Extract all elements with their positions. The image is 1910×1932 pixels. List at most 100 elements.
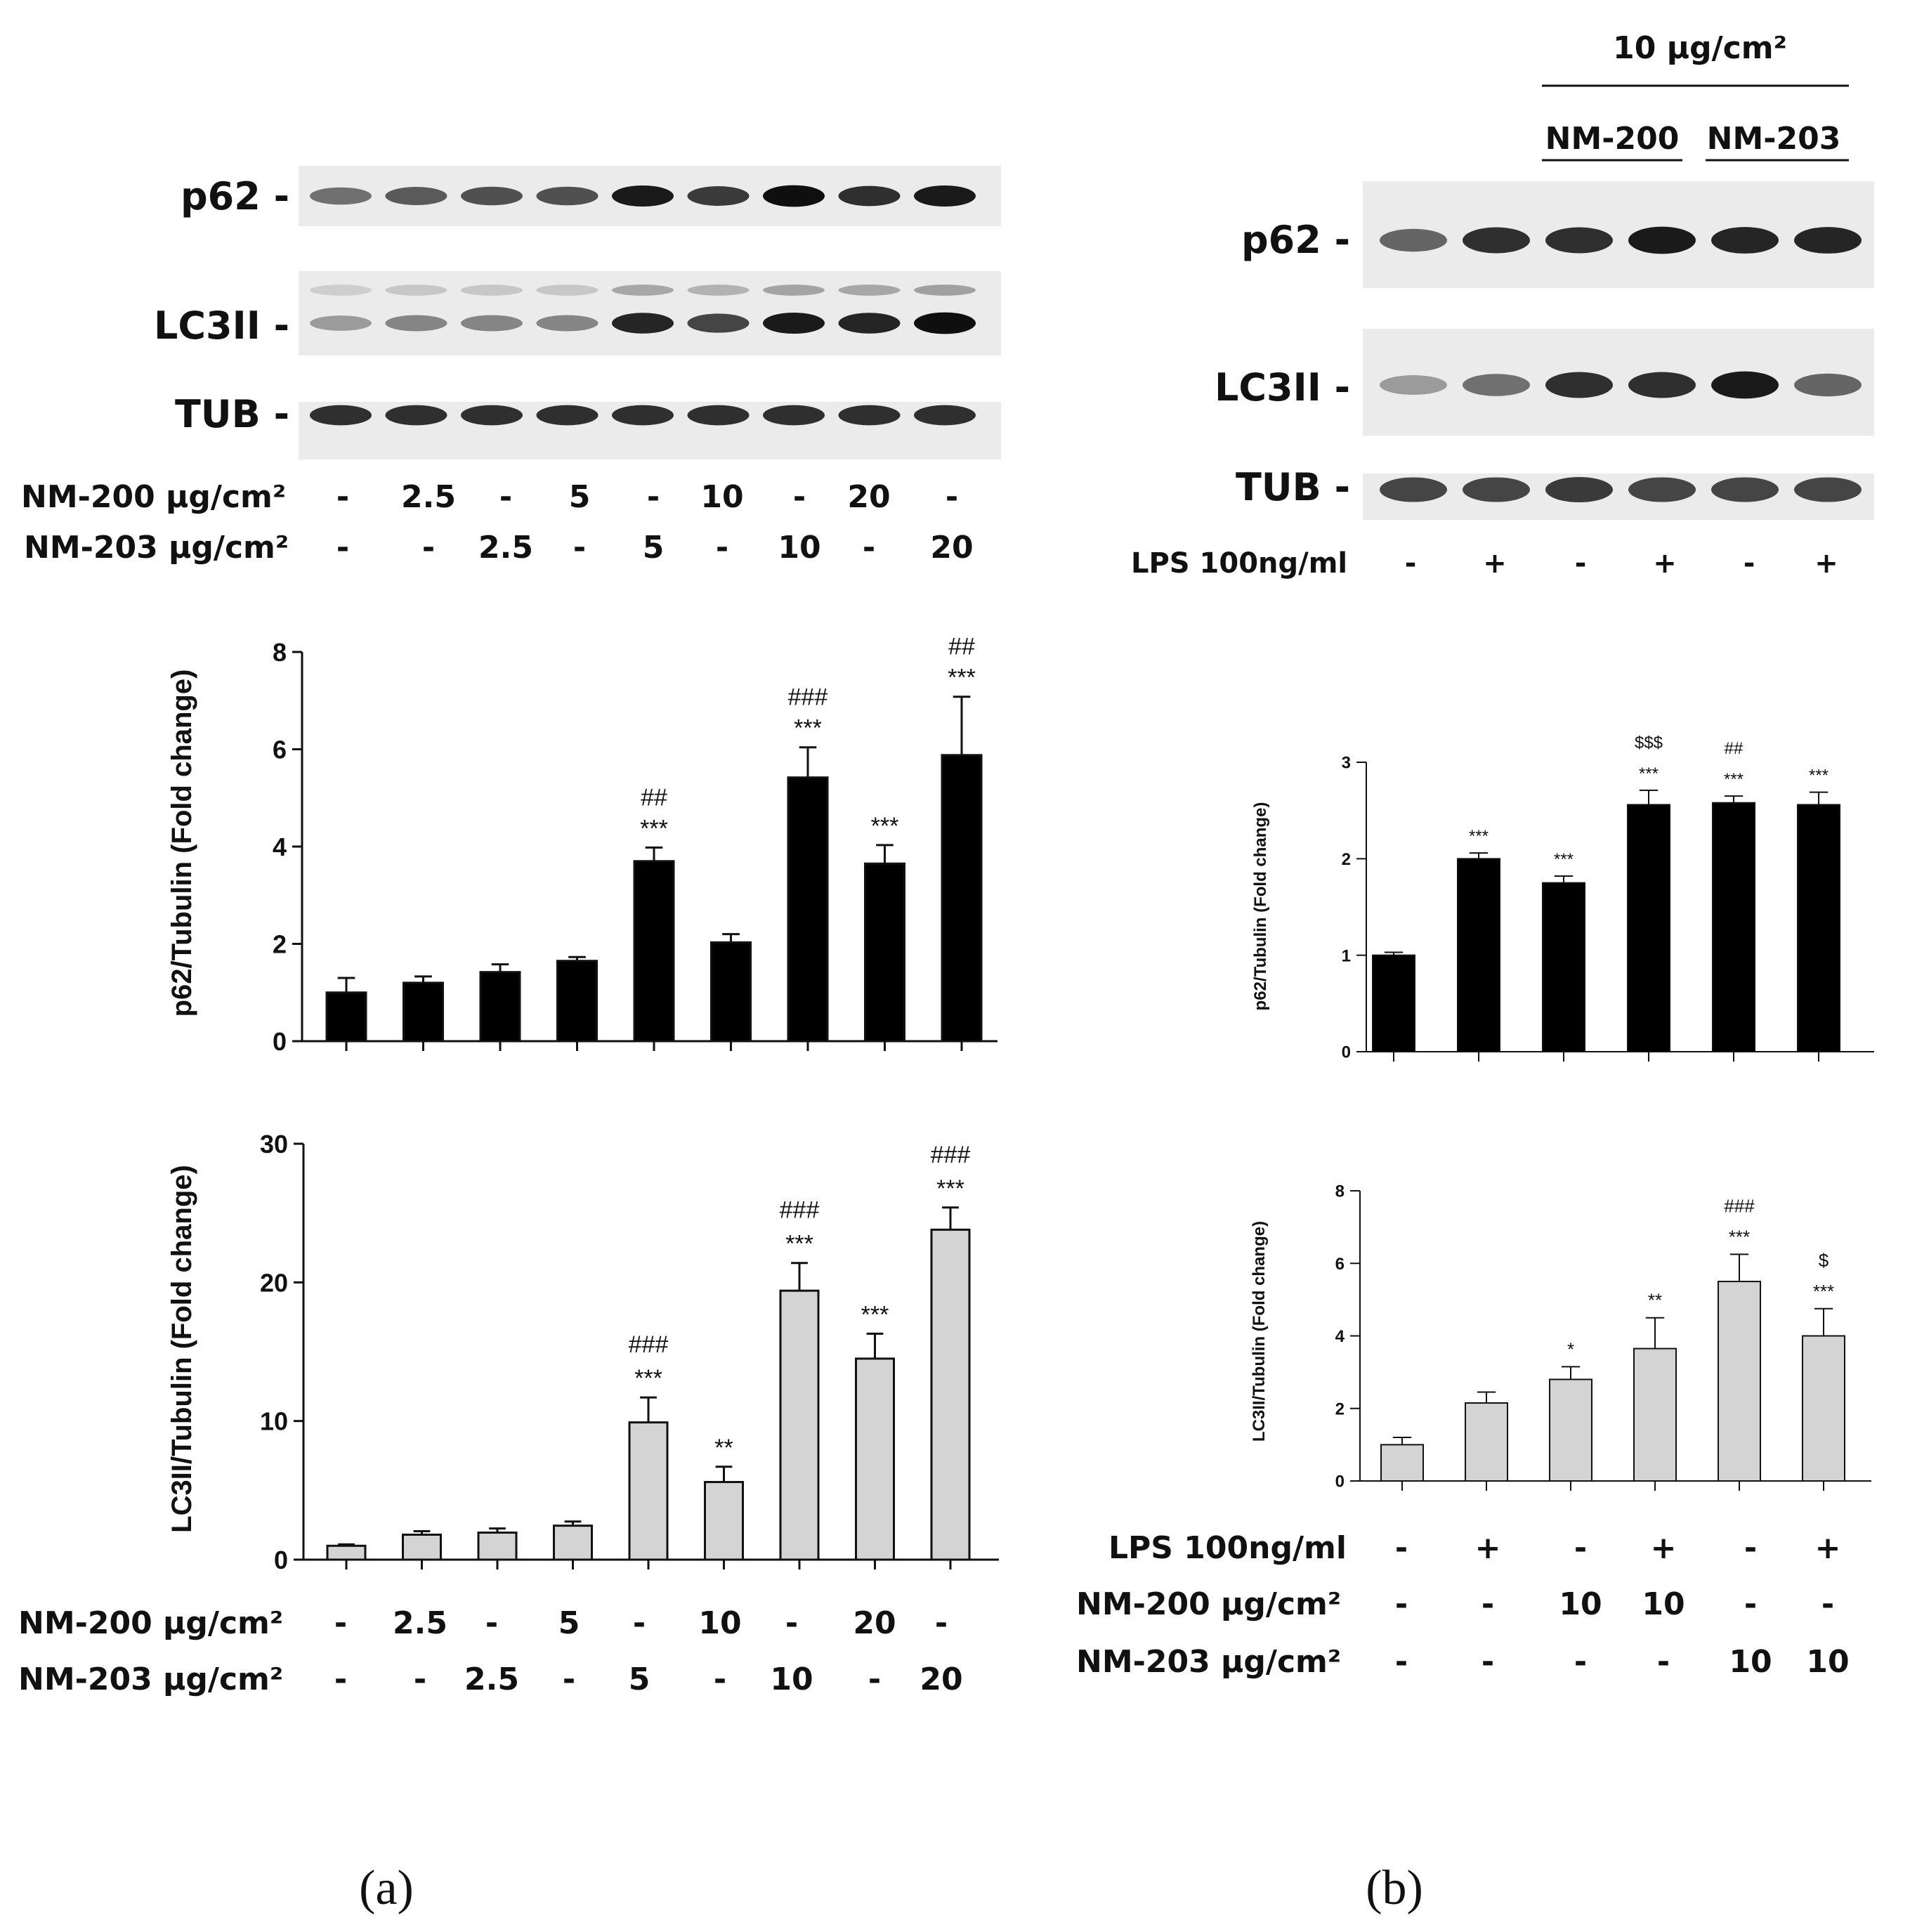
blot-band: [1711, 371, 1779, 399]
blot-band-faint: [612, 285, 674, 296]
blot-band-faint: [687, 285, 750, 296]
chart-b-cond-label-nm203: NM-203 μg/cm²: [1076, 1644, 1341, 1680]
blot-a-condition-values: - 2.5 - 5 - 10 - 20 - - - 2.5 - 5 - 10 - 20: [336, 479, 974, 566]
condition-value: -: [1395, 1530, 1408, 1566]
y-tick-label: 8: [1335, 1182, 1345, 1201]
y-tick-label: 2: [1342, 850, 1351, 869]
blot-band: [1711, 227, 1779, 254]
condition-value: -: [1575, 547, 1587, 580]
condition-value: 10: [1642, 1586, 1685, 1622]
chart-a-lc3ii-ylabel: LC3II/Tubulin (Fold change): [166, 1165, 197, 1533]
blot-band: [1794, 477, 1862, 502]
blot-band: [461, 315, 523, 332]
blot-a-cond-label-nm203: NM-203 μg/cm²: [24, 530, 289, 566]
bar: [1797, 804, 1840, 1052]
blot-a-label-lc3ii: LC3II -: [154, 303, 289, 348]
panel-b-group-nm203: NM-203: [1707, 121, 1841, 157]
blot-band: [1545, 372, 1613, 398]
significance-label: ###: [931, 1142, 971, 1168]
chart-b-lc3ii-ylabel: LC3II/Tubulin (Fold change): [1250, 1221, 1269, 1442]
bar: [402, 1533, 442, 1561]
blot-band: [687, 405, 750, 426]
blot-membrane: [1363, 329, 1874, 436]
blot-band: [763, 185, 825, 207]
blot-band: [461, 186, 523, 206]
condition-value: 2.5: [401, 479, 456, 515]
blot-b-label-lc3ii: LC3II -: [1215, 365, 1350, 410]
significance-label: $: [1819, 1250, 1829, 1271]
significance-label: ***: [1729, 1226, 1750, 1247]
chart-b-cond-label-lps: LPS 100ng/ml: [1108, 1530, 1347, 1566]
y-tick-label: 4: [1335, 1327, 1345, 1346]
bar: [325, 991, 367, 1043]
blot-band: [838, 185, 901, 207]
chart-a-cond-label-nm200: NM-200 μg/cm²: [18, 1605, 283, 1641]
bar: [704, 1480, 744, 1561]
bar: [477, 1532, 518, 1561]
significance-label: ***: [634, 1365, 662, 1392]
significance-label: ***: [794, 715, 822, 742]
significance-label: **: [1648, 1290, 1662, 1311]
condition-value: -: [334, 1605, 347, 1641]
chart-a-p62: 0 2 4 6 8 *** ## *** ### *** *** ##: [273, 634, 997, 1056]
condition-value: -: [793, 479, 806, 515]
bar: [1549, 1378, 1592, 1482]
condition-value: +: [1483, 547, 1507, 580]
blot-band: [1463, 477, 1530, 502]
condition-value: 10: [1559, 1586, 1602, 1622]
bar: [403, 981, 444, 1043]
condition-value: -: [1395, 1586, 1408, 1622]
blot-band: [763, 312, 825, 334]
condition-value: 2.5: [464, 1662, 519, 1697]
significance-label: ###: [629, 1331, 669, 1358]
blot-band-faint: [763, 285, 825, 296]
y-tick-label: 2: [273, 929, 287, 958]
condition-value: -: [1395, 1644, 1408, 1680]
bar: [1718, 1281, 1761, 1482]
blot-band: [385, 187, 447, 205]
significance-label: ***: [640, 815, 668, 842]
condition-value: 20: [920, 1662, 962, 1697]
chart-b-condition-values: - + - + - + - - 10 10 - - - - - - 10 10: [1395, 1530, 1850, 1680]
condition-value: -: [414, 1662, 426, 1697]
condition-value: -: [1481, 1586, 1494, 1622]
significance-label: ##: [1725, 739, 1744, 758]
significance-label: ***: [1724, 770, 1744, 789]
y-tick-label: 4: [273, 833, 287, 861]
blot-membrane: [1363, 474, 1874, 520]
panel-b-letter: (b): [1366, 1861, 1423, 1915]
bar: [1380, 1444, 1424, 1482]
bar: [710, 941, 752, 1043]
blot-band: [1628, 226, 1696, 254]
significance-label: ###: [788, 684, 828, 711]
blot-band: [310, 187, 372, 205]
chart-b-cond-label-nm200: NM-200 μg/cm²: [1076, 1586, 1341, 1622]
bar: [787, 776, 829, 1043]
bar: [1627, 804, 1670, 1052]
significance-label: ##: [948, 634, 975, 660]
blot-b-label-tub: TUB -: [1236, 465, 1350, 509]
blot-band-faint: [914, 285, 976, 296]
condition-value: +: [1814, 547, 1838, 580]
condition-value: 10: [1729, 1644, 1772, 1680]
bar: [633, 860, 675, 1043]
significance-label: ***: [861, 1301, 889, 1328]
y-tick-label: 0: [1342, 1043, 1351, 1062]
significance-label: ###: [780, 1197, 820, 1224]
condition-value: -: [336, 530, 349, 566]
bar: [779, 1289, 820, 1561]
condition-value: 5: [558, 1605, 580, 1641]
blot-band: [612, 313, 674, 334]
condition-value: 10: [770, 1662, 813, 1697]
blot-band: [310, 315, 372, 331]
blot-band: [1628, 372, 1696, 398]
y-tick-label: 0: [1335, 1473, 1345, 1492]
condition-value: -: [1744, 1530, 1757, 1566]
y-tick-label: 0: [274, 1546, 288, 1574]
blot-row-lc3ii: [299, 271, 1001, 355]
condition-value: 2.5: [478, 530, 533, 566]
blot-band: [1545, 477, 1613, 502]
